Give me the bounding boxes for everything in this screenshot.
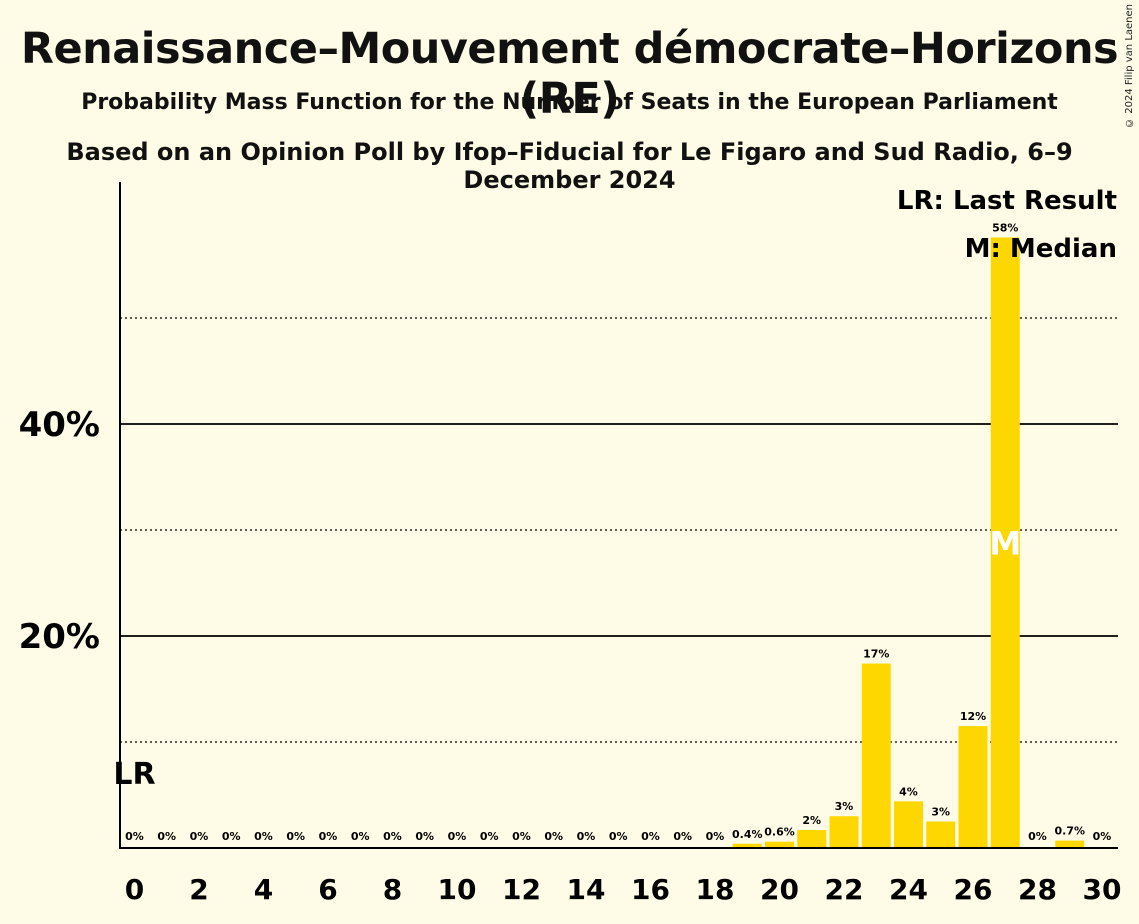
x-tick-label: 0 [125, 873, 144, 906]
bar-value-label: 12% [960, 710, 986, 723]
bar-value-label: 0% [609, 830, 628, 843]
x-tick-label: 10 [438, 873, 477, 906]
bar-value-label: 3% [835, 800, 854, 813]
bar-value-label: 0% [125, 830, 144, 843]
x-tick-label: 14 [567, 873, 606, 906]
bar-value-label: 0% [222, 830, 241, 843]
x-tick-label: 6 [318, 873, 337, 906]
bar-seat-23 [861, 663, 891, 848]
x-tick-label: 20 [760, 873, 799, 906]
x-tick-label: 12 [502, 873, 541, 906]
x-tick-label: 22 [825, 873, 864, 906]
bar-seat-25 [926, 821, 956, 848]
bar-value-label: 0% [319, 830, 338, 843]
bar-seat-27 [990, 237, 1020, 848]
bar-value-label: 0.6% [764, 826, 795, 839]
bar-value-label: 0% [1028, 830, 1047, 843]
bar-value-label: 0% [641, 830, 660, 843]
bar-value-label: 0% [577, 830, 596, 843]
x-tick-label: 26 [954, 873, 993, 906]
bar-value-label: 0% [190, 830, 209, 843]
bar-seat-19 [732, 843, 762, 848]
chart-title: Renaissance–Mouvement démocrate–Horizons… [20, 24, 1119, 124]
bar-value-label: 0% [706, 830, 725, 843]
bar-seat-20 [765, 841, 794, 848]
x-tick-label: 24 [889, 873, 928, 906]
x-tick-label: 30 [1083, 873, 1122, 906]
bar-value-label: 0% [448, 830, 467, 843]
x-tick-label: 8 [383, 873, 402, 906]
bar-value-label: 0.7% [1054, 825, 1085, 838]
bar-value-label: 58% [992, 221, 1018, 234]
bar-value-label: 2% [802, 814, 821, 827]
legend-last-result: LR: Last Result [897, 186, 1117, 216]
chart-subtitle-source: Based on an Opinion Poll by Ifop–Fiducia… [66, 138, 1073, 194]
bar-value-label: 0% [673, 830, 692, 843]
bar-seat-26 [958, 726, 988, 848]
bar-seat-24 [894, 801, 923, 848]
x-tick-label: 28 [1018, 873, 1057, 906]
bar-value-label: 0% [480, 830, 499, 843]
bar-value-label: 0% [254, 830, 273, 843]
bar-value-label: 0% [415, 830, 434, 843]
x-tick-label: 16 [631, 873, 670, 906]
bar-value-label: 0% [544, 830, 563, 843]
median-marker: M [989, 525, 1021, 563]
chart-subtitle: Probability Mass Function for the Number… [81, 90, 1058, 115]
x-tick-label: 4 [254, 873, 273, 906]
bar-value-label: 4% [899, 785, 918, 798]
x-tick-label: 2 [189, 873, 208, 906]
y-tick-label: 40% [19, 405, 100, 445]
x-tick-label: 18 [696, 873, 735, 906]
bar-value-label: 3% [931, 806, 950, 819]
bar-value-label: 0% [383, 830, 402, 843]
y-tick-label: 20% [19, 617, 100, 657]
bar-value-label: 0% [1093, 830, 1112, 843]
bar-value-label: 17% [863, 648, 889, 661]
bar-value-label: 0% [512, 830, 531, 843]
bar-seat-29 [1055, 840, 1085, 848]
bar-value-label: 0.4% [732, 828, 763, 841]
bar-value-label: 0% [286, 830, 305, 843]
bar-value-label: 0% [157, 830, 176, 843]
bar-seat-22 [829, 816, 859, 848]
legend-median: M: Median [965, 234, 1117, 264]
bar-seat-21 [797, 829, 827, 848]
bar-value-label: 0% [351, 830, 370, 843]
